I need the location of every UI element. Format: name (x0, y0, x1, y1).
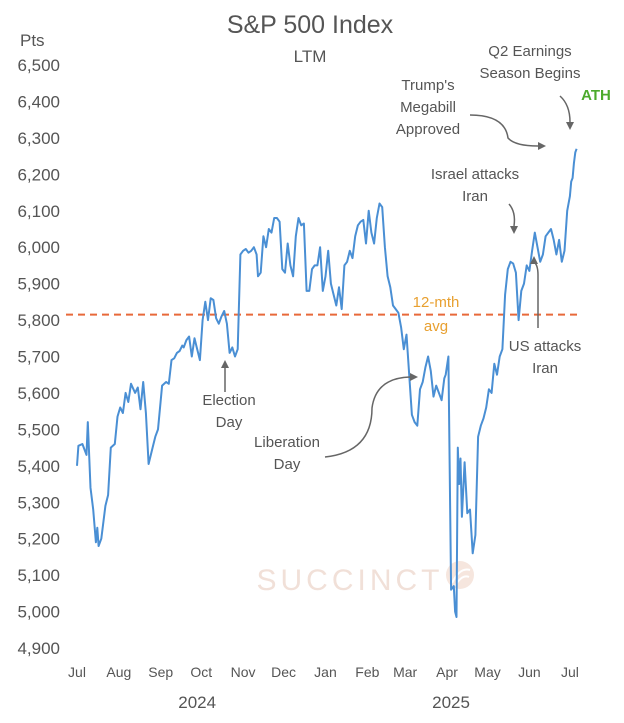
annotation-text: Day (274, 456, 301, 473)
x-tick-label: Apr (436, 664, 458, 680)
annotation-text: Liberation (254, 434, 320, 451)
y-tick-label: 5,000 (17, 603, 60, 622)
x-tick-label: Jul (561, 664, 579, 680)
annotation-arrow (508, 203, 516, 227)
year-label: 2025 (432, 693, 470, 712)
y-tick-label: 6,500 (17, 56, 60, 75)
average-label: avg (424, 318, 448, 335)
x-tick-label: Jan (314, 664, 337, 680)
arrowhead-icon (410, 373, 418, 381)
y-tick-label: 5,400 (17, 457, 60, 476)
x-tick-label: Jun (518, 664, 541, 680)
chart-title: S&P 500 Index (227, 11, 394, 39)
arrowhead-icon (530, 256, 538, 264)
annotation-arrow (324, 376, 411, 458)
y-tick-label: 5,800 (17, 311, 60, 330)
y-tick-label: 5,100 (17, 566, 60, 585)
annotation-text: Trump's (401, 77, 454, 94)
year-label: 2024 (178, 693, 216, 712)
arrowhead-icon (221, 360, 229, 368)
x-tick-label: Oct (190, 664, 212, 680)
x-tick-label: Jul (68, 664, 86, 680)
x-tick-label: Dec (271, 664, 296, 680)
y-tick-label: 5,500 (17, 420, 60, 439)
y-tick-label: 6,100 (17, 202, 60, 221)
average-label: 12-mth (413, 294, 460, 311)
x-tick-label: Sep (148, 664, 173, 680)
y-tick-label: 6,400 (17, 92, 60, 111)
watermark-text: SUCCINCT (257, 564, 444, 597)
y-tick-label: 5,900 (17, 275, 60, 294)
y-tick-label: 5,700 (17, 348, 60, 367)
x-tick-label: Mar (393, 664, 417, 680)
x-tick-label: May (474, 664, 500, 680)
y-tick-label: 5,200 (17, 530, 60, 549)
annotation-text: Iran (462, 188, 488, 205)
chart-subtitle: LTM (294, 47, 327, 66)
y-tick-label: 5,300 (17, 493, 60, 512)
y-tick-label: 6,300 (17, 129, 60, 148)
annotation-arrow (469, 114, 539, 147)
y-tick-label: 6,200 (17, 165, 60, 184)
arrowhead-icon (538, 142, 546, 150)
x-tick-label: Feb (355, 664, 379, 680)
annotation-text: Election (202, 392, 255, 409)
sp500-series-line (76, 148, 578, 618)
y-axis-label: Pts (20, 31, 45, 50)
annotation-text: Megabill (400, 99, 456, 116)
annotation-arrow (559, 95, 571, 123)
annotation-text: Approved (396, 121, 460, 138)
annotation-arrow (533, 261, 539, 328)
y-tick-label: 6,000 (17, 238, 60, 257)
annotation-text: Season Begins (480, 65, 581, 82)
annotation-text: Q2 Earnings (488, 43, 571, 60)
arrowhead-icon (510, 226, 518, 234)
y-tick-label: 4,900 (17, 639, 60, 658)
arrowhead-icon (566, 122, 574, 130)
y-tick-label: 5,600 (17, 384, 60, 403)
watermark-logo-icon (446, 561, 474, 589)
annotation-text: Israel attacks (431, 166, 519, 183)
annotation-text: Day (216, 414, 243, 431)
annotation-text: US attacks (509, 338, 582, 355)
annotation-text: ATH (581, 87, 611, 104)
annotation-text: Iran (532, 360, 558, 377)
x-tick-label: Aug (106, 664, 131, 680)
x-tick-label: Nov (231, 664, 256, 680)
